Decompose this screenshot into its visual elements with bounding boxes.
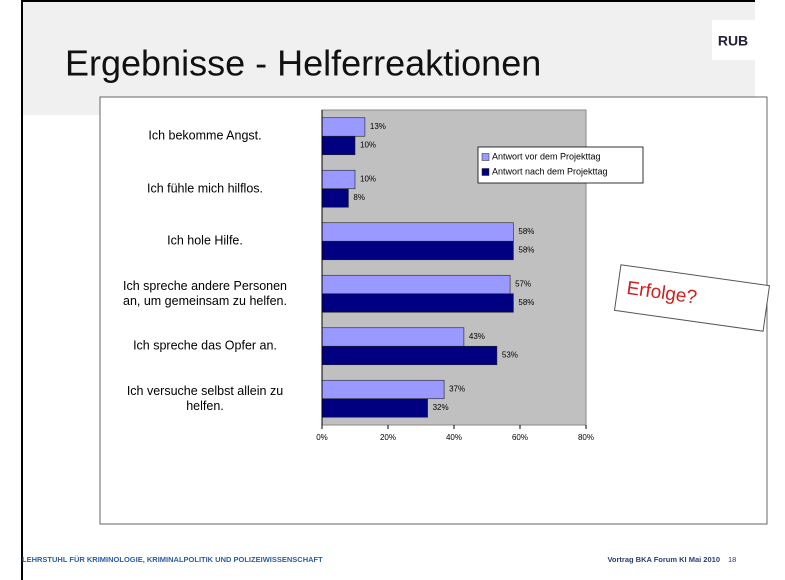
value-label: 58% (518, 298, 534, 307)
legend-box (477, 146, 644, 184)
value-label: 10% (360, 175, 376, 184)
category-label: Ich hole Hilfe. (167, 233, 243, 248)
bar (321, 398, 428, 418)
footer-left: LEHRSTUHL FÜR KRIMINOLOGIE, KRIMINALPOLI… (22, 555, 323, 564)
category-label: Ich versuche selbst allein zu helfen. (126, 383, 284, 413)
annotation-box (613, 264, 771, 332)
legend-swatch (481, 153, 490, 161)
category-label: Ich spreche das Opfer an. (133, 338, 277, 353)
value-label: 10% (360, 141, 376, 150)
value-label: 58% (518, 227, 534, 236)
bar (321, 188, 349, 208)
value-label: 32% (433, 403, 449, 412)
bar (321, 240, 514, 261)
value-label: 58% (518, 246, 534, 255)
value-label: 53% (502, 351, 518, 360)
bar (321, 274, 511, 295)
value-label: 13% (370, 122, 386, 131)
category-label: Ich fühle mich hilflos. (146, 181, 264, 196)
logo-box (712, 20, 755, 60)
value-label: 57% (515, 280, 531, 289)
x-tick-label: 0% (316, 433, 328, 442)
value-label: 43% (469, 332, 485, 341)
header-band (22, 0, 755, 115)
bar (321, 135, 356, 156)
legend-swatch (481, 168, 490, 176)
x-tick-label: 20% (380, 433, 396, 442)
legend-label: Antwort nach dem Projekttag (492, 166, 608, 176)
footer-right: Vortrag BKA Forum KI Mai 2010 (607, 555, 720, 564)
x-tick-label: 80% (578, 433, 594, 442)
bar (321, 169, 356, 190)
category-label: Ich spreche andere Personen an, um gemei… (123, 278, 287, 308)
logo: RUB (718, 33, 748, 49)
category-label: Ich bekomme Angst. (148, 128, 262, 143)
bar (321, 327, 465, 347)
bar (321, 117, 366, 137)
legend-label: Antwort vor dem Projekttag (492, 151, 601, 161)
bar (321, 293, 514, 313)
value-label: 37% (449, 385, 465, 394)
page-number: 18 (728, 555, 736, 564)
value-label: 8% (353, 193, 365, 202)
bar (321, 222, 514, 242)
bar (321, 345, 498, 366)
x-tick-label: 60% (512, 433, 528, 442)
slide-title: Ergebnisse - Helferreaktionen (65, 43, 541, 84)
bar (321, 379, 445, 400)
x-tick-label: 40% (446, 433, 462, 442)
